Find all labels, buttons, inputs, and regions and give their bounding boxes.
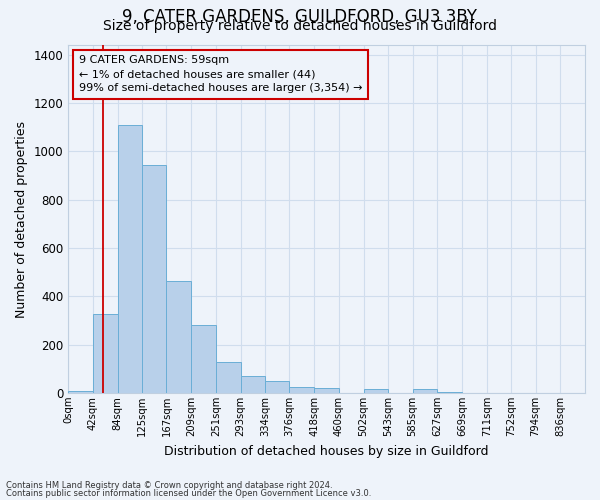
Text: 9, CATER GARDENS, GUILDFORD, GU3 3BY: 9, CATER GARDENS, GUILDFORD, GU3 3BY	[122, 8, 478, 26]
Text: Contains HM Land Registry data © Crown copyright and database right 2024.: Contains HM Land Registry data © Crown c…	[6, 481, 332, 490]
Text: Size of property relative to detached houses in Guildford: Size of property relative to detached ho…	[103, 19, 497, 33]
Bar	[413, 388, 437, 393]
Bar	[93, 314, 118, 393]
Bar	[241, 376, 265, 393]
Bar	[265, 382, 289, 393]
Text: 9 CATER GARDENS: 59sqm
← 1% of detached houses are smaller (44)
99% of semi-deta: 9 CATER GARDENS: 59sqm ← 1% of detached …	[79, 56, 362, 94]
Bar	[118, 125, 142, 393]
Bar	[142, 164, 166, 393]
Bar	[437, 392, 462, 393]
Text: Contains public sector information licensed under the Open Government Licence v3: Contains public sector information licen…	[6, 488, 371, 498]
X-axis label: Distribution of detached houses by size in Guildford: Distribution of detached houses by size …	[164, 444, 489, 458]
Bar	[166, 282, 191, 393]
Bar	[68, 390, 93, 393]
Bar	[216, 362, 241, 393]
Y-axis label: Number of detached properties: Number of detached properties	[15, 120, 28, 318]
Bar	[191, 324, 216, 393]
Bar	[314, 388, 339, 393]
Bar	[364, 388, 388, 393]
Bar	[289, 388, 314, 393]
